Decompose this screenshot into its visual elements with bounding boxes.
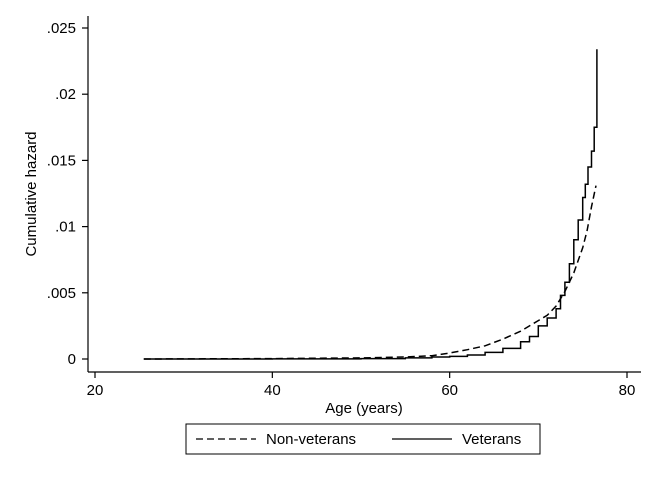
y-tick-label: .005 — [47, 285, 76, 302]
series-line-non-veterans — [143, 185, 597, 360]
series-line-veterans — [143, 49, 598, 360]
y-tick-label: 0 — [68, 351, 76, 368]
legend-label-veterans: Veterans — [462, 431, 521, 448]
y-tick-label: .01 — [55, 219, 76, 236]
y-tick-label: .02 — [55, 86, 76, 103]
x-tick-label: 60 — [441, 382, 458, 399]
y-axis-ticks: 0 .005 .01 .015 .02 .025 — [47, 20, 88, 368]
legend: Non-veterans Veterans — [185, 423, 541, 455]
x-axis-title: Age (years) — [325, 400, 403, 417]
x-tick-label: 20 — [87, 382, 104, 399]
y-tick-label: .015 — [47, 152, 76, 169]
x-tick-label: 40 — [264, 382, 281, 399]
x-tick-label: 80 — [619, 382, 636, 399]
x-axis-ticks: 20 40 60 80 — [87, 372, 636, 399]
legend-label-non-veterans: Non-veterans — [266, 431, 356, 448]
y-axis-title: Cumulative hazard — [23, 131, 40, 256]
y-tick-label: .025 — [47, 20, 76, 37]
series-layer — [143, 49, 598, 360]
